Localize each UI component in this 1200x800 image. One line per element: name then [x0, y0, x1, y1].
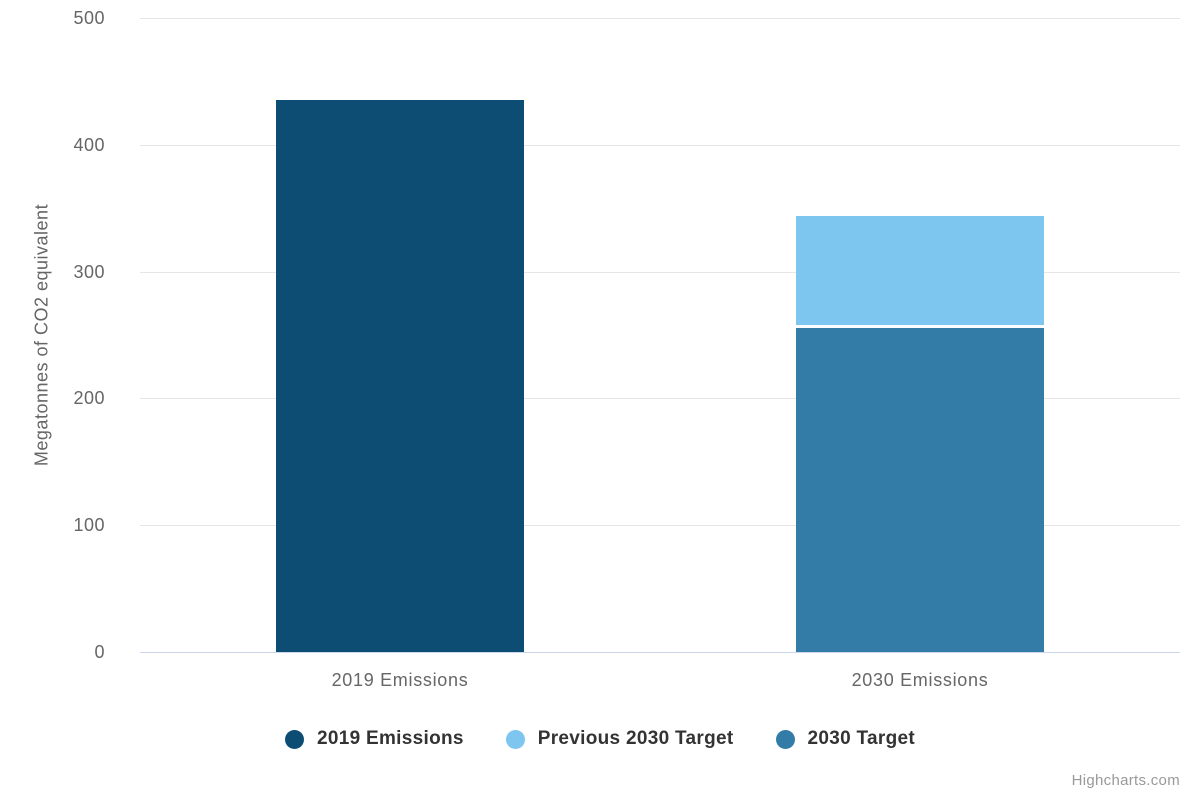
highcharts-credit-link[interactable]: Highcharts.com	[1071, 772, 1180, 789]
x-category-label-1: 2019 Emissions	[331, 670, 469, 690]
legend-item-previous-2030-target[interactable]: Previous 2030 Target	[505, 728, 734, 750]
y-axis-title: Megatonnes of CO2 equivalent	[31, 203, 52, 467]
legend-label: 2019 Emissions	[316, 728, 464, 749]
legend-label: 2030 Target	[807, 728, 916, 749]
y-tick-label-200: 200	[73, 388, 105, 408]
gridline-300	[140, 272, 1180, 273]
legend: 2019 Emissions Previous 2030 Target 2030 T…	[0, 728, 1200, 750]
y-tick-label-100: 100	[73, 515, 105, 535]
y-tick-label-0: 0	[94, 642, 105, 662]
legend-marker-icon	[505, 729, 525, 749]
y-tick-label-400: 400	[73, 135, 105, 155]
y-tick-label-500: 500	[73, 8, 105, 28]
legend-item-2030-target[interactable]: 2030 Target	[775, 728, 916, 750]
gridline-400	[140, 145, 1180, 146]
legend-label: Previous 2030 Target	[537, 728, 734, 749]
bar-2030-emissions-previous-2030-target[interactable]	[796, 216, 1044, 328]
legend-marker-icon	[775, 729, 795, 749]
gridline-100	[140, 525, 1180, 526]
legend-item-2019-emissions[interactable]: 2019 Emissions	[284, 728, 464, 750]
gridline-500	[140, 18, 1180, 19]
gridline-200	[140, 398, 1180, 399]
x-axis-line	[140, 652, 1180, 653]
legend-marker-icon	[284, 729, 304, 749]
bar-2019-emissions-2019-emissions[interactable]	[276, 100, 524, 652]
x-category-label-2: 2030 Emissions	[851, 670, 989, 690]
y-tick-label-300: 300	[73, 262, 105, 282]
bar-2030-emissions-2030-target[interactable]	[796, 327, 1044, 652]
